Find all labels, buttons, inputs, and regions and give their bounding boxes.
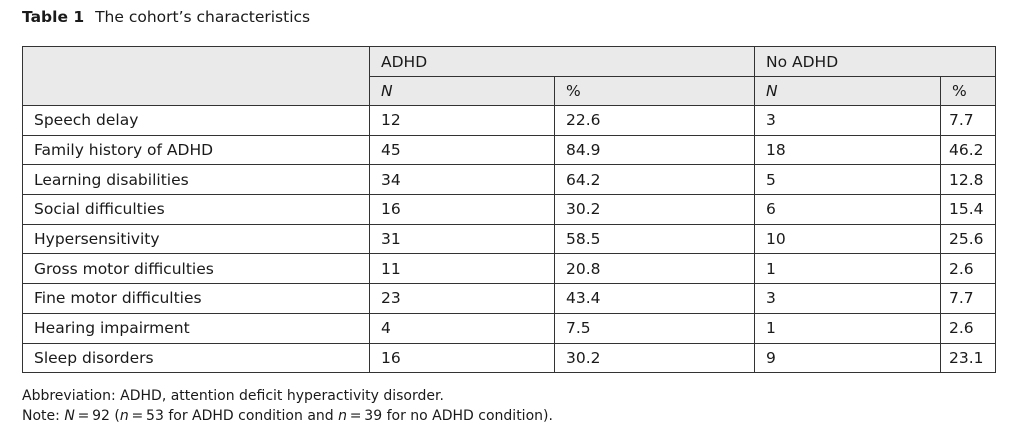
adhd-n-cell: 31 [369,223,555,255]
row-label: Hypersensitivity [22,223,370,255]
sample-size-note: Note: N = 92 (n = 53 for ADHD condition … [22,406,553,426]
header-no-adhd-pct: % [940,76,997,106]
adhd-n-cell: 23 [369,283,555,314]
table-row: Learning disabilities 34 64.2 5 12.8 [22,164,997,196]
table-label: Table 1 [22,8,85,26]
note-total-symbol: N [64,408,75,424]
header-adhd-pct: % [553,76,756,106]
no-adhd-pct-cell: 2.6 [940,312,997,344]
table-caption: Table 1 The cohort’s characteristics [22,6,310,28]
adhd-n-cell: 34 [369,164,555,196]
header-adhd: ADHD [368,46,756,77]
no-adhd-pct-cell: 15.4 [940,194,997,225]
adhd-pct-cell: 64.2 [553,164,756,196]
no-adhd-pct-cell: 7.7 [940,105,997,136]
row-label: Hearing impairment [22,312,370,344]
adhd-pct-cell: 43.4 [553,283,756,314]
no-adhd-n-cell: 5 [754,164,942,196]
adhd-pct-cell: 58.5 [553,223,756,255]
no-adhd-pct-cell: 7.7 [940,283,997,314]
header-stub [22,46,370,106]
table-row: Social difficulties 16 30.2 6 15.4 [22,194,997,225]
note-prefix: Note: [22,408,65,424]
no-adhd-n-cell: 3 [754,105,942,136]
row-label: Sleep disorders [22,342,370,374]
header-group-row: ADHD No ADHD [22,46,997,106]
adhd-pct-cell: 30.2 [553,194,756,225]
note-no-adhd-value: = 39 for no ADHD condition). [346,408,553,424]
no-adhd-pct-cell: 46.2 [940,134,997,166]
adhd-n-cell: 45 [369,134,555,166]
adhd-n-cell: 16 [369,194,555,225]
adhd-n-cell: 4 [369,312,555,344]
table-row: Hearing impairment 4 7.5 1 2.6 [22,312,997,344]
header-no-adhd: No ADHD [754,46,997,77]
no-adhd-n-cell: 1 [754,253,942,285]
table-row: Fine motor difficulties 23 43.4 3 7.7 [22,283,997,314]
note-adhd-symbol: n [119,408,129,424]
adhd-pct-cell: 84.9 [553,134,756,166]
adhd-pct-cell: 20.8 [553,253,756,285]
table-row: Sleep disorders 16 30.2 9 23.1 [22,342,997,374]
adhd-n-cell: 12 [369,105,555,136]
adhd-pct-cell: 30.2 [553,342,756,374]
no-adhd-n-cell: 6 [754,194,942,225]
no-adhd-n-cell: 9 [754,342,942,374]
no-adhd-n-cell: 10 [754,223,942,255]
note-total-value: = 92 ( [74,408,120,424]
adhd-pct-cell: 7.5 [553,312,756,344]
note-no-adhd-symbol: n [338,408,347,424]
no-adhd-n-cell: 18 [754,134,942,166]
row-label: Gross motor difficulties [22,253,370,285]
table-row: Speech delay 12 22.6 3 7.7 [22,105,997,136]
header-sub-row: N % N % [23,76,997,106]
row-label: Learning disabilities [22,164,370,196]
table-row: Gross motor difficulties 11 20.8 1 2.6 [22,253,997,285]
table-title: The cohort’s characteristics [95,8,311,26]
abbreviation-note: Abbreviation: ADHD, attention deficit hy… [22,388,444,404]
no-adhd-pct-cell: 23.1 [940,342,997,374]
row-label: Speech delay [22,105,370,136]
note-adhd-value: = 53 for ADHD condition and [128,408,339,424]
row-label: Social difficulties [22,194,370,225]
adhd-n-cell: 16 [369,342,555,374]
adhd-pct-cell: 22.6 [553,105,756,136]
no-adhd-n-cell: 3 [754,283,942,314]
table-footnotes: Abbreviation: ADHD, attention deficit hy… [22,386,553,426]
row-label: Family history of ADHD [22,134,370,166]
no-adhd-n-cell: 1 [754,312,942,344]
no-adhd-pct-cell: 12.8 [940,164,997,196]
adhd-n-cell: 11 [369,253,555,285]
no-adhd-pct-cell: 25.6 [940,223,997,255]
cohort-table: ADHD No ADHD N % N % Speech delay 12 22.… [22,46,997,374]
no-adhd-pct-cell: 2.6 [940,253,997,285]
header-no-adhd-n: N [754,76,942,106]
row-label: Fine motor difficulties [22,283,370,314]
table-row: Family history of ADHD 45 84.9 18 46.2 [22,134,997,166]
header-adhd-n: N [369,76,555,106]
table-row: Hypersensitivity 31 58.5 10 25.6 [22,223,997,255]
